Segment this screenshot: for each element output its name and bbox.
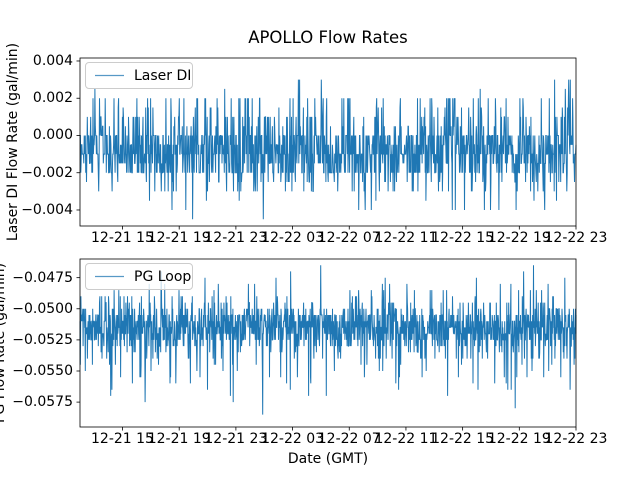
laser-di-x-tick-label: 12-22 03 xyxy=(261,230,325,246)
laser-di-y-tick-label: 0.000 xyxy=(32,127,73,144)
pg-loop-x-tick-label: 12-22 19 xyxy=(487,431,551,447)
pg-loop-y-tick-label: −0.0550 xyxy=(12,363,73,379)
laser-di-x-tick-label: 12-22 23 xyxy=(544,230,608,246)
pg-loop-x-tick-label: 12-22 07 xyxy=(317,431,381,447)
laser-di-x-tick-label: 12-22 15 xyxy=(431,230,495,246)
laser-di-x-tick-label: 12-22 07 xyxy=(317,230,381,246)
pg-loop-y-tick-label: −0.0525 xyxy=(12,331,73,348)
pg-loop-x-tick-label: 12-21 19 xyxy=(147,431,211,447)
legend-label: Laser DI xyxy=(134,67,192,84)
laser-di-y-tick-label: 0.002 xyxy=(32,90,73,107)
laser-di-y-tick-label: 0.004 xyxy=(32,52,73,69)
pg-loop-x-tick-label: 12-22 03 xyxy=(261,431,325,447)
legend-line-icon xyxy=(95,275,124,278)
laser-di-y-tick-label: −0.004 xyxy=(21,201,73,218)
legend-pg-loop: PG Loop xyxy=(85,263,193,290)
bottom-y-axis-label: PG Flow Rate (gal/min) xyxy=(0,263,8,423)
pg-loop-x-tick-label: 12-22 23 xyxy=(544,431,608,447)
pg-loop-y-tick-label: −0.0475 xyxy=(12,269,73,286)
laser-di-x-tick-label: 12-22 19 xyxy=(487,230,551,246)
pg-loop-x-tick-label: 12-21 23 xyxy=(204,431,268,447)
legend-label: PG Loop xyxy=(134,268,192,285)
laser-di-x-tick-label: 12-21 19 xyxy=(147,230,211,246)
pg-loop-x-tick-label: 12-22 11 xyxy=(374,431,438,447)
pg-loop-x-tick-label: 12-21 15 xyxy=(91,431,154,447)
pg-loop-plot-area xyxy=(79,258,577,428)
pg-loop-x-tick-label: 12-22 15 xyxy=(431,431,495,447)
top-y-axis-label: Laser DI Flow Rate (gal/min) xyxy=(5,43,21,241)
laser-di-plot-area xyxy=(79,57,577,227)
laser-di-x-tick-label: 12-21 23 xyxy=(204,230,268,246)
figure-title: APOLLO Flow Rates xyxy=(248,28,408,47)
x-axis-label: Date (GMT) xyxy=(287,451,369,467)
pg-loop-series-line xyxy=(79,265,577,415)
pg-loop-y-tick-label: −0.0575 xyxy=(12,394,73,411)
laser-di-x-tick-label: 12-22 11 xyxy=(374,230,438,246)
laser-di-series-line xyxy=(79,79,577,220)
legend-laser-di: Laser DI xyxy=(85,62,193,89)
legend-line-icon xyxy=(95,74,124,77)
pg-loop-y-tick-label: −0.0500 xyxy=(12,300,73,317)
laser-di-x-tick-label: 12-21 15 xyxy=(91,230,154,246)
laser-di-y-tick-label: −0.002 xyxy=(21,164,73,181)
